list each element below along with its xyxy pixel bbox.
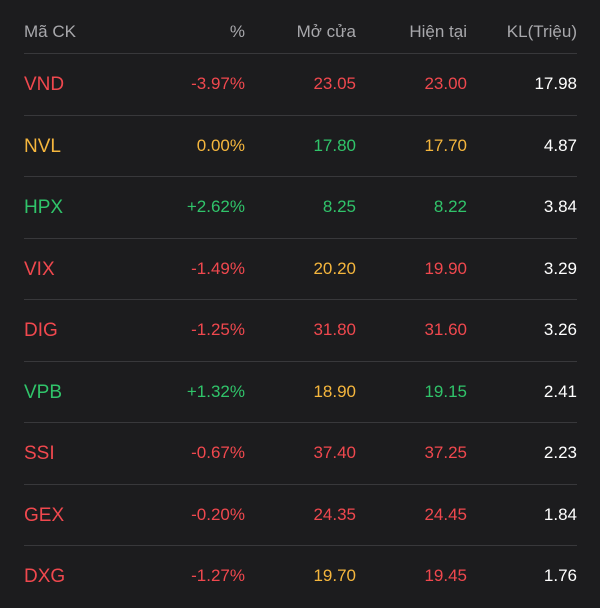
stock-symbol: DIG [24, 320, 58, 341]
table-header: Mã CK % Mở cửa Hiện tại KL(Triệu) [24, 0, 577, 54]
percent-change: -1.27% [191, 566, 245, 585]
divider [24, 53, 577, 54]
divider [24, 299, 577, 300]
divider [24, 360, 577, 362]
table-row[interactable]: VIX -1.49% 20.20 19.90 3.29 [24, 239, 577, 300]
stock-symbol: VND [24, 74, 65, 95]
open-price: 8.25 [322, 197, 356, 216]
percent-change: +1.32% [186, 381, 245, 401]
current-price: 19.90 [424, 258, 467, 278]
stock-table: Mã CK % Mở cửa Hiện tại KL(Triệu) VND -3.… [24, 0, 577, 600]
divider [24, 176, 577, 177]
percent-change: -0.20% [191, 504, 245, 524]
divider [24, 545, 577, 546]
open-price: 37.40 [313, 443, 356, 462]
volume: 2.41 [543, 381, 577, 401]
stock-symbol: VPB [24, 381, 63, 403]
volume: 3.84 [543, 197, 577, 216]
header-symbol[interactable]: Mã CK [24, 22, 76, 41]
open-price: 20.20 [313, 258, 356, 278]
table-row[interactable]: VPB +1.32% 18.90 19.15 2.41 [24, 362, 577, 423]
open-price: 31.80 [313, 320, 356, 339]
current-price: 19.45 [424, 566, 467, 585]
table-row[interactable]: GEX -0.20% 24.35 24.45 1.84 [24, 485, 577, 546]
stock-symbol: VIX [24, 258, 55, 280]
open-price: 19.70 [313, 566, 356, 585]
current-price: 31.60 [424, 320, 467, 339]
divider [24, 422, 577, 423]
volume: 1.76 [543, 566, 577, 585]
volume: 3.29 [543, 258, 577, 278]
divider [24, 483, 577, 485]
stock-symbol: DXG [24, 566, 66, 587]
stock-symbol: HPX [24, 197, 64, 218]
table-row[interactable]: DXG -1.27% 19.70 19.45 1.76 [24, 546, 577, 608]
volume: 2.23 [543, 443, 577, 462]
open-price: 23.05 [313, 74, 356, 93]
divider [24, 237, 577, 239]
current-price: 24.45 [424, 504, 467, 524]
volume: 4.87 [543, 135, 577, 155]
volume: 3.26 [543, 320, 577, 339]
table-row[interactable]: SSI -0.67% 37.40 37.25 2.23 [24, 423, 577, 485]
volume: 17.98 [534, 74, 577, 93]
stock-symbol: NVL [24, 135, 61, 157]
percent-change: -1.49% [191, 258, 245, 278]
percent-change: -3.97% [191, 74, 245, 93]
percent-change: -1.25% [191, 320, 245, 339]
open-price: 17.80 [313, 135, 356, 155]
percent-change: +2.62% [186, 197, 245, 216]
header-current-price[interactable]: Hiện tại [409, 22, 467, 41]
current-price: 19.15 [424, 381, 467, 401]
header-volume[interactable]: KL(Triệu) [506, 22, 577, 41]
open-price: 24.35 [313, 504, 356, 524]
current-price: 8.22 [433, 197, 467, 216]
open-price: 18.90 [313, 381, 356, 401]
table-row[interactable]: HPX +2.62% 8.25 8.22 3.84 [24, 177, 577, 239]
percent-change: -0.67% [191, 443, 245, 462]
current-price: 17.70 [424, 135, 467, 155]
table-row[interactable]: NVL 0.00% 17.80 17.70 4.87 [24, 116, 577, 177]
table-row[interactable]: VND -3.97% 23.05 23.00 17.98 [24, 54, 577, 116]
percent-change: 0.00% [196, 135, 245, 155]
stock-symbol: SSI [24, 443, 55, 464]
current-price: 37.25 [424, 443, 467, 462]
divider [24, 114, 577, 116]
current-price: 23.00 [424, 74, 467, 93]
volume: 1.84 [543, 504, 577, 524]
header-percent[interactable]: % [229, 22, 245, 41]
table-row[interactable]: DIG -1.25% 31.80 31.60 3.26 [24, 300, 577, 362]
header-open-price[interactable]: Mở cửa [296, 22, 356, 41]
stock-symbol: GEX [24, 504, 65, 526]
